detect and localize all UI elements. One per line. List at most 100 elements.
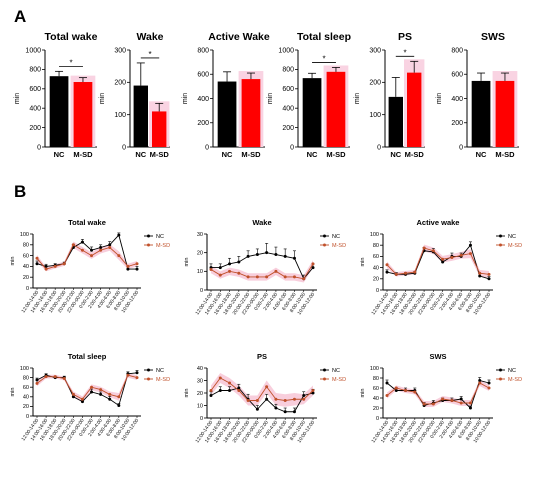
y-tick-label: 200	[114, 80, 126, 87]
data-point-msd	[117, 254, 121, 258]
data-point-nc	[80, 400, 84, 404]
y-axis-label: min	[10, 257, 16, 266]
y-axis-label: min	[360, 258, 366, 267]
data-point-msd	[265, 385, 269, 389]
data-point-msd	[218, 273, 222, 277]
data-point-msd	[209, 267, 213, 271]
data-point-nc	[441, 260, 445, 264]
y-tick-label: 0	[376, 416, 379, 422]
data-point-msd	[126, 264, 130, 268]
data-point-msd	[394, 272, 398, 276]
y-tick-label: 30	[197, 232, 203, 238]
y-tick-label: 60	[23, 253, 29, 259]
bar-nc	[471, 80, 491, 147]
chart-title: Active wake	[417, 218, 460, 227]
y-axis-label: min	[436, 93, 443, 104]
y-tick-label: 20	[373, 277, 379, 283]
x-tick-label: NC	[390, 150, 401, 159]
y-tick-label: 40	[373, 396, 379, 402]
y-axis-label: min	[360, 389, 366, 398]
data-point-msd	[35, 256, 39, 260]
y-tick-label: 40	[197, 366, 203, 372]
y-tick-label: 800	[197, 47, 209, 54]
data-point-msd	[487, 272, 491, 276]
legend-label: M-SD	[156, 243, 170, 249]
data-point-msd	[404, 271, 408, 275]
data-point-nc	[283, 254, 287, 258]
series-line-nc	[386, 244, 490, 280]
bar-nc	[388, 96, 403, 147]
data-point-nc	[218, 266, 222, 270]
data-point-nc	[99, 246, 103, 249]
chart-title: Total wake	[68, 218, 106, 227]
series-line-msd	[36, 374, 138, 400]
line-chart-sws: SWS020406080100min12:00-14:0014:00-16:00…	[360, 352, 522, 444]
y-tick-label: 20	[23, 404, 29, 410]
line-chart-total-wake: Total wake020406080100min12:00-14:0014:0…	[10, 218, 170, 314]
legend-marker	[323, 368, 326, 372]
bar-m-sd	[152, 111, 167, 147]
data-point-nc	[117, 403, 121, 407]
data-point-nc	[35, 262, 39, 266]
data-point-msd	[53, 264, 57, 268]
data-point-nc	[459, 397, 463, 401]
data-point-msd	[108, 246, 112, 249]
y-tick-label: 400	[29, 106, 41, 113]
data-point-msd	[292, 397, 296, 401]
y-tick-label: 0	[376, 288, 379, 294]
chart-title: SWS	[429, 352, 446, 361]
data-point-msd	[413, 270, 417, 274]
y-tick-label: 0	[290, 144, 294, 151]
legend-label: M-SD	[508, 377, 522, 383]
y-tick-label: 0	[200, 416, 203, 422]
legend-marker	[147, 234, 150, 238]
data-point-msd	[117, 395, 121, 399]
data-point-msd	[478, 381, 482, 385]
data-point-msd	[450, 399, 454, 402]
data-point-nc	[311, 266, 315, 270]
legend-label: M-SD	[332, 377, 346, 383]
data-point-msd	[459, 401, 463, 405]
data-point-msd	[459, 253, 463, 257]
data-point-msd	[44, 375, 48, 379]
chart-title: PS	[398, 31, 412, 43]
bar-chart-ps: PS 0 100 200 300 min NC M-SD *	[354, 31, 425, 159]
y-axis-label: min	[10, 388, 16, 397]
panel-label-b: B	[14, 182, 26, 201]
bar-m-sd	[326, 71, 346, 147]
data-point-nc	[487, 277, 491, 281]
y-axis-label: min	[184, 258, 190, 267]
data-point-msd	[487, 386, 491, 390]
legend-label: M-SD	[332, 243, 346, 249]
bar-chart-total-wake: Total wake 0 200 400 600 800 1000 min NC M-SD *	[14, 31, 98, 159]
data-point-msd	[99, 388, 103, 392]
series-line-nc	[36, 372, 138, 407]
data-point-nc	[228, 389, 232, 392]
line-chart-ps: PS010203040min12:00-14:0014:00-16:0016:0…	[184, 352, 346, 444]
data-point-nc	[237, 260, 241, 264]
data-point-nc	[283, 410, 287, 414]
y-tick-label: 600	[197, 72, 209, 79]
data-point-nc	[265, 397, 269, 401]
data-point-nc	[90, 248, 94, 252]
data-point-nc	[35, 378, 39, 382]
y-tick-label: 800	[29, 67, 41, 74]
msd-error-band	[211, 260, 313, 283]
series-line-msd	[210, 263, 314, 280]
data-point-nc	[255, 407, 259, 411]
chart-title: Total sleep	[297, 31, 351, 43]
y-tick-label: 60	[373, 386, 379, 392]
legend-marker	[499, 368, 502, 372]
data-point-msd	[135, 262, 139, 266]
y-tick-label: 0	[377, 144, 381, 151]
data-point-msd	[90, 254, 94, 258]
data-point-msd	[255, 275, 259, 279]
legend-label: NC	[156, 368, 164, 374]
series-line-msd	[210, 377, 314, 401]
y-tick-label: 300	[369, 47, 381, 54]
y-tick-label: 30	[197, 378, 203, 384]
data-point-msd	[292, 275, 296, 279]
data-point-nc	[274, 406, 278, 410]
y-tick-label: 100	[20, 366, 29, 372]
data-point-nc	[292, 410, 296, 414]
